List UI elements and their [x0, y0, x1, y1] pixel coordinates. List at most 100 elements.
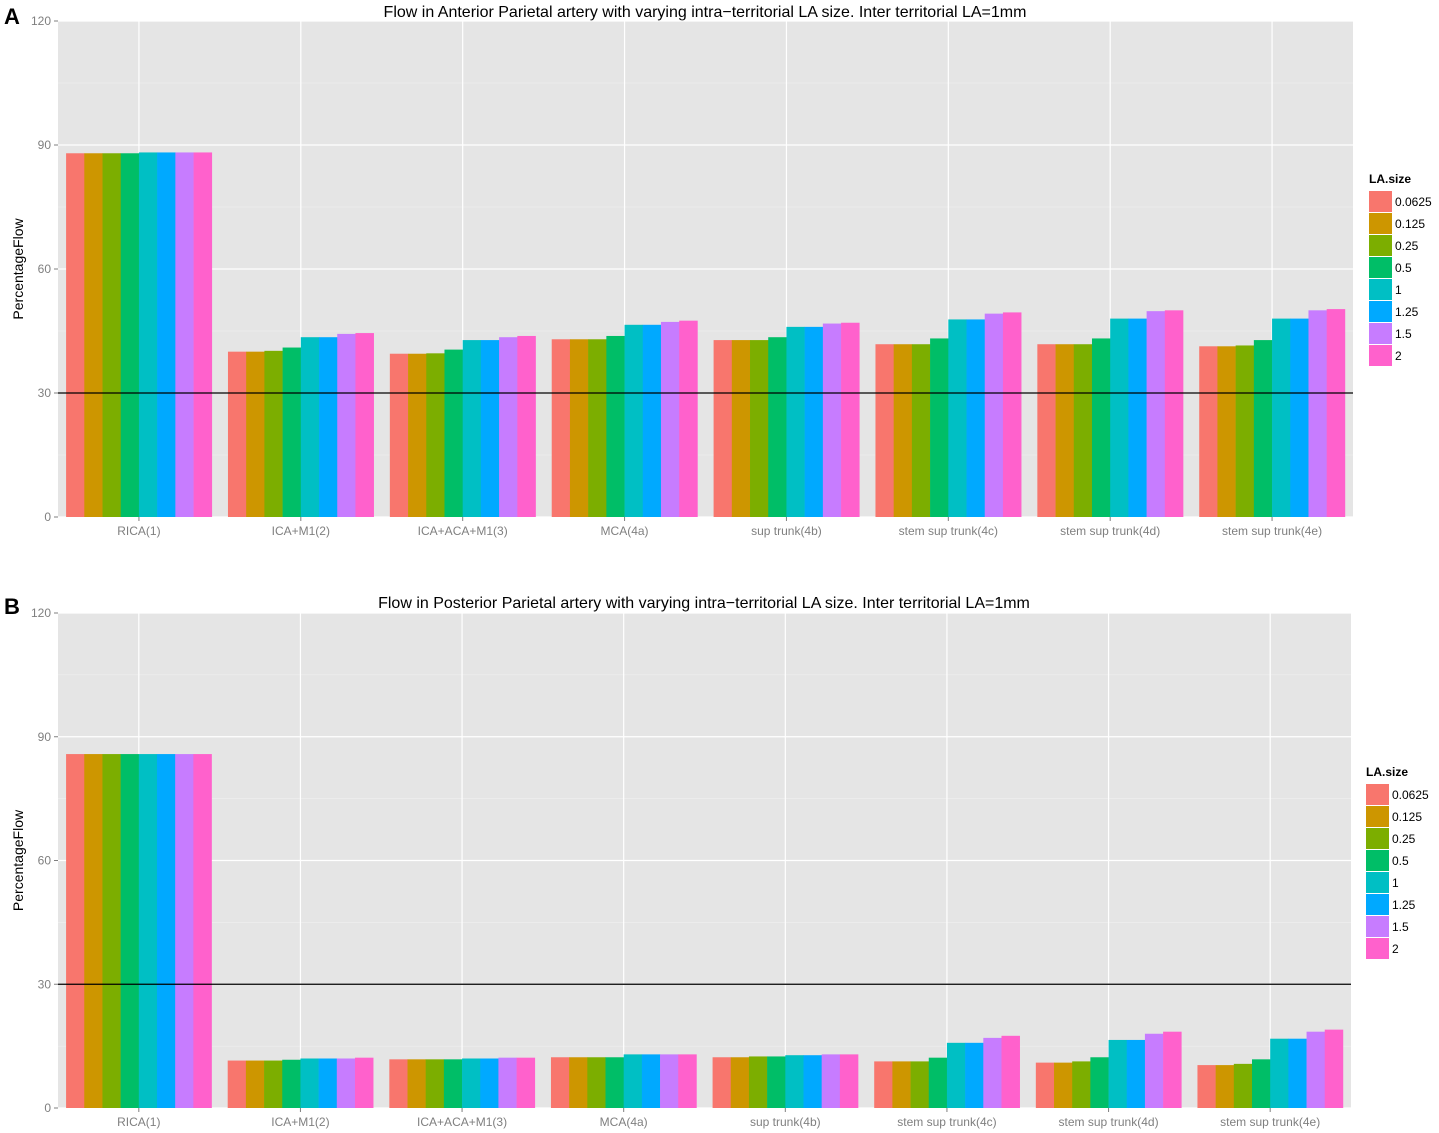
bar: [1001, 1035, 1020, 1108]
y-axis-label: PercentageFlow: [10, 218, 26, 320]
legend-label: 2: [1395, 349, 1402, 363]
bar: [892, 1061, 911, 1108]
legend-label: 1.25: [1395, 305, 1419, 319]
bar: [245, 1060, 265, 1108]
bar: [282, 347, 302, 517]
legend-label: 1.5: [1395, 327, 1412, 341]
bar: [1199, 346, 1218, 517]
bar: [227, 1060, 247, 1108]
y-tick-label: 90: [38, 138, 52, 152]
legend-label: 0.5: [1395, 261, 1412, 275]
y-tick-label: 60: [38, 854, 52, 868]
bar: [138, 754, 158, 1108]
x-tick-label: stem sup trunk(4e): [1222, 524, 1322, 538]
bar: [1163, 1031, 1182, 1108]
x-tick-label: ICA+ACA+M1(3): [417, 1115, 507, 1129]
bar: [1164, 310, 1184, 517]
bar: [462, 340, 482, 517]
bar: [175, 152, 194, 517]
bar: [355, 333, 374, 517]
panel-letter: B: [4, 594, 20, 619]
bar: [480, 340, 500, 517]
bar: [193, 152, 213, 517]
legend-label: 0.25: [1395, 239, 1419, 253]
chart-panel-a: A Flow in Anterior Parietal artery with …: [0, 0, 1439, 560]
bar: [1073, 344, 1093, 517]
legend-label: 2: [1392, 942, 1399, 956]
bar: [499, 337, 518, 517]
x-tick-label: stem sup trunk(4d): [1060, 524, 1160, 538]
bar: [748, 1056, 768, 1108]
bar: [1054, 1062, 1073, 1108]
bar: [102, 754, 121, 1108]
bar: [84, 153, 103, 517]
bar: [1308, 310, 1327, 517]
bar: [713, 340, 733, 517]
bar: [730, 1057, 750, 1108]
bar: [1128, 318, 1147, 517]
legend-swatch: [1369, 257, 1392, 278]
bar: [389, 353, 409, 517]
x-tick-label: stem sup trunk(4e): [1220, 1115, 1320, 1129]
bar: [911, 344, 931, 517]
y-tick-label: 0: [44, 510, 51, 524]
bar: [498, 1057, 517, 1108]
bar: [569, 339, 589, 517]
x-tick-label: ICA+ACA+M1(3): [418, 524, 508, 538]
bar: [768, 337, 787, 517]
y-axis-label: PercentageFlow: [10, 809, 26, 911]
bar: [193, 754, 212, 1108]
bar: [66, 754, 85, 1108]
legend-swatch: [1369, 301, 1392, 322]
bar: [1072, 1061, 1091, 1108]
bar: [623, 1054, 643, 1108]
legend-swatch: [1369, 279, 1392, 300]
bar: [606, 335, 625, 517]
bar: [462, 1058, 481, 1108]
y-tick-label: 30: [38, 977, 52, 991]
bar: [839, 1054, 859, 1108]
bar: [1326, 309, 1346, 517]
legend-swatch: [1369, 235, 1392, 256]
chart-panel-b: B Flow in Posterior Parietal artery with…: [0, 590, 1439, 1133]
legend-label: 1.25: [1392, 898, 1416, 912]
y-tick-label: 120: [31, 606, 51, 620]
bar: [157, 152, 176, 517]
legend-swatch: [1366, 784, 1389, 805]
bar-chart-anterior-parietal: Flow in Anterior Parietal artery with va…: [10, 4, 1432, 538]
bar: [138, 152, 158, 517]
bar: [1055, 344, 1075, 517]
bar: [731, 340, 751, 517]
legend-swatch: [1369, 323, 1392, 344]
bar: [804, 326, 824, 517]
bar: [444, 349, 463, 517]
bar: [102, 153, 122, 517]
x-tick-label: sup trunk(4b): [751, 524, 822, 538]
bar: [1126, 1039, 1146, 1108]
bar: [354, 1057, 374, 1108]
y-tick-label: 120: [31, 14, 51, 28]
bar: [407, 1059, 426, 1108]
legend-swatch: [1366, 850, 1389, 871]
bar: [588, 339, 607, 517]
bar: [642, 324, 662, 517]
bar: [550, 1057, 570, 1108]
bar: [1233, 1063, 1253, 1108]
bar: [679, 320, 698, 517]
bar: [660, 321, 680, 517]
bar: [516, 1057, 536, 1108]
bar: [1108, 1039, 1128, 1108]
bar: [300, 337, 320, 517]
legend-swatch: [1366, 894, 1389, 915]
legend-swatch: [1369, 191, 1392, 212]
bar: [426, 353, 445, 517]
bar: [1217, 346, 1236, 517]
bar: [803, 1055, 822, 1108]
legend-label: 0.0625: [1392, 788, 1429, 802]
bar: [966, 319, 986, 517]
bar: [84, 754, 103, 1108]
x-tick-label: stem sup trunk(4c): [897, 1115, 996, 1129]
bar: [786, 326, 805, 517]
bar: [767, 1056, 786, 1108]
bar: [983, 1037, 1002, 1108]
